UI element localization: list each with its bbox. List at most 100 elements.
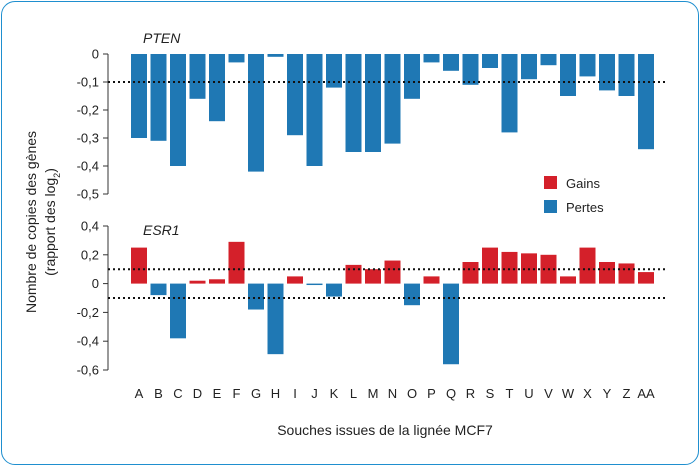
y-axis-label-end: ) (42, 168, 58, 173)
x-tick-label-V: V (544, 386, 553, 401)
x-axis-label: Souches issues de la lignée MCF7 (277, 422, 493, 438)
legend: Gains Pertes (544, 176, 604, 215)
x-tick-label-L: L (350, 386, 357, 401)
x-tick-label-F: F (233, 386, 241, 401)
x-tick-label-D: D (193, 386, 202, 401)
bar-esr1-S (482, 247, 498, 284)
x-tick-label-E: E (213, 386, 222, 401)
bar-pten-Q (443, 54, 459, 71)
y-tick-label-pten: 0 (92, 47, 99, 62)
legend-label-gains: Gains (566, 176, 600, 191)
bar-esr1-W (560, 276, 576, 284)
bar-esr1-AA (638, 272, 654, 284)
x-tick-label-I: I (293, 386, 297, 401)
y-tick-label-pten: -0,2 (77, 103, 99, 118)
bar-pten-F (228, 54, 245, 63)
bar-pten-U (521, 54, 537, 80)
x-tick-label-H: H (271, 386, 280, 401)
y-tick-label-esr1: 0,2 (81, 247, 99, 262)
y-tick-label-pten: -0,5 (77, 187, 99, 202)
bar-pten-H (267, 54, 284, 57)
y-tick-label-esr1: -0,4 (77, 334, 99, 349)
bar-esr1-T (501, 251, 518, 284)
bar-pten-S (482, 54, 498, 68)
x-tick-label-W: W (562, 386, 575, 401)
bar-pten-D (189, 54, 206, 99)
x-tick-label-O: O (407, 386, 417, 401)
x-tick-label-S: S (486, 386, 495, 401)
x-tick-label-J: J (311, 386, 318, 401)
legend-swatch-gains (544, 176, 557, 189)
y-axis-label-line2: (rapport des log2) (42, 168, 62, 276)
y-tick-label-esr1: -0,6 (77, 363, 99, 378)
x-tick-label-Y: Y (603, 386, 612, 401)
bar-esr1-P (423, 276, 440, 284)
bar-pten-N (384, 54, 401, 144)
bar-pten-C (170, 54, 186, 166)
bar-esr1-Y (599, 262, 615, 284)
bar-esr1-A (131, 247, 147, 284)
bar-pten-X (579, 54, 596, 77)
bar-pten-M (365, 54, 381, 152)
x-tick-label-R: R (466, 386, 475, 401)
bar-pten-E (209, 54, 225, 122)
x-tick-label-N: N (388, 386, 397, 401)
bar-esr1-H (267, 283, 284, 355)
x-tick-label-X: X (583, 386, 592, 401)
bar-pten-R (462, 54, 479, 85)
panel-title-pten: PTEN (143, 30, 181, 46)
bar-pten-O (404, 54, 420, 99)
bar-esr1-B (150, 283, 167, 296)
x-tick-label-U: U (524, 386, 533, 401)
x-tick-label-Z: Z (623, 386, 631, 401)
y-axis-label-line1: Nombre de copies des gènes (23, 131, 39, 313)
bar-pten-A (131, 54, 147, 138)
bar-pten-V (540, 54, 557, 66)
legend-swatch-pertes (544, 200, 557, 213)
bar-pten-J (306, 54, 323, 166)
bar-esr1-D (189, 280, 206, 284)
bar-pten-W (560, 54, 576, 96)
x-tick-label-M: M (368, 386, 379, 401)
bar-esr1-O (404, 283, 420, 306)
bar-esr1-Q (443, 283, 459, 365)
bar-pten-L (345, 54, 362, 152)
x-tick-label-T: T (506, 386, 514, 401)
bar-pten-Y (599, 54, 615, 91)
bar-pten-Z (618, 54, 635, 96)
bar-esr1-X (579, 247, 596, 284)
bar-pten-T (501, 54, 518, 133)
bar-esr1-M (365, 269, 381, 284)
bar-esr1-C (170, 283, 186, 339)
bar-esr1-R (462, 262, 479, 284)
x-tick-label-K: K (330, 386, 339, 401)
y-tick-label-esr1: 0 (92, 276, 99, 291)
y-tick-label-pten: -0,1 (77, 75, 99, 90)
bar-esr1-I (287, 276, 303, 284)
y-tick-label-pten: -0,3 (77, 131, 99, 146)
y-axis-label-main: (rapport des log (42, 178, 58, 276)
y-tick-label-esr1: -0,2 (77, 305, 99, 320)
x-tick-label-AA: AA (637, 386, 655, 401)
x-tick-label-Q: Q (446, 386, 456, 401)
bar-pten-G (248, 54, 264, 172)
y-axis-label: Nombre de copies des gènes (rapport des … (23, 131, 62, 313)
bar-esr1-E (209, 279, 225, 284)
panel-pten: PTEN 0 -0,1 -0,2 -0,3 -0,4 -0,5 (77, 30, 668, 202)
bar-esr1-J (306, 283, 323, 286)
x-tick-label-G: G (251, 386, 261, 401)
bar-pten-AA (638, 54, 654, 150)
bar-pten-K (326, 54, 342, 88)
bar-esr1-G (248, 283, 264, 310)
y-axis-label-subscript: 2 (52, 173, 62, 178)
x-tick-label-B: B (154, 386, 163, 401)
x-tick-label-C: C (173, 386, 182, 401)
panel-title-esr1: ESR1 (143, 222, 180, 238)
y-tick-label-pten: -0,4 (77, 159, 99, 174)
y-tick-label-esr1: 0,4 (81, 219, 99, 234)
legend-label-pertes: Pertes (566, 200, 604, 215)
x-tick-label-A: A (135, 386, 144, 401)
bar-pten-P (423, 54, 440, 63)
bar-esr1-L (345, 264, 362, 284)
x-tick-label-P: P (427, 386, 436, 401)
